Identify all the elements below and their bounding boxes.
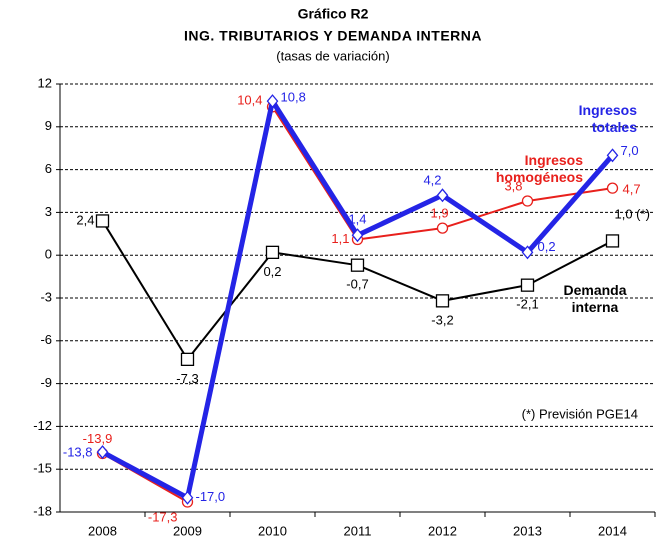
marker: [350, 258, 365, 272]
chart-title: Gráfico R2: [298, 6, 369, 22]
legend-entry: Ingresos totales: [578, 102, 637, 135]
legend-entry: Ingresos homogéneos: [495, 152, 583, 185]
marker: [606, 182, 619, 194]
data-label: -2,1: [516, 297, 538, 312]
y-tick-label: -3: [40, 289, 52, 304]
data-label: -0,7: [346, 277, 368, 292]
marker: [435, 294, 450, 308]
data-label: 4,2: [423, 173, 441, 188]
x-tick-label: 2009: [173, 523, 202, 538]
x-tick-label: 2008: [88, 523, 117, 538]
data-label: 1,0 (*): [615, 206, 650, 221]
data-label: 10,4: [237, 92, 262, 107]
data-label: 10,8: [281, 90, 306, 105]
data-label: 0,2: [263, 264, 281, 279]
data-label: -13,9: [83, 431, 113, 446]
marker: [96, 445, 109, 460]
x-tick-label: 2014: [598, 523, 627, 538]
data-label: 7,0: [621, 143, 639, 158]
y-tick-label: 6: [45, 161, 52, 176]
data-label: 1,9: [431, 206, 449, 221]
x-tick-label: 2010: [258, 523, 287, 538]
data-label: 3,8: [504, 178, 522, 193]
y-tick-label: 12: [38, 75, 52, 90]
data-label: -7,3: [176, 371, 198, 386]
x-tick-label: 2012: [428, 523, 457, 538]
legend-entry: Demanda interna: [563, 282, 627, 315]
data-label: -3,2: [431, 312, 453, 327]
marker: [265, 245, 280, 259]
y-tick-label: 9: [45, 118, 52, 133]
marker: [266, 94, 279, 109]
y-tick-label: -9: [40, 375, 52, 390]
marker: [606, 148, 619, 163]
marker: [436, 188, 449, 203]
y-tick-label: -12: [33, 418, 52, 433]
annotation: (*) Previsión PGE14: [522, 406, 638, 421]
marker: [521, 245, 534, 260]
y-tick-label: -18: [33, 503, 52, 518]
unit-note: (tasas de variación): [276, 48, 389, 63]
marker: [180, 352, 195, 366]
data-label: 1,1: [331, 231, 349, 246]
x-tick-label: 2011: [344, 523, 372, 538]
data-label: -17,0: [196, 489, 226, 504]
data-label: 0,2: [538, 239, 556, 254]
marker: [181, 490, 194, 505]
marker: [520, 278, 535, 292]
y-tick-label: 0: [45, 247, 52, 262]
marker: [436, 222, 449, 234]
data-label: 1,4: [348, 212, 366, 227]
y-tick-label: 3: [45, 204, 52, 219]
marker: [351, 228, 364, 243]
data-label: 2,4: [76, 212, 94, 227]
y-tick-label: -15: [33, 461, 52, 476]
x-tick-label: 2013: [513, 523, 542, 538]
marker: [521, 195, 534, 207]
chart-subtitle: ING. TRIBUTARIOS Y DEMANDA INTERNA: [184, 28, 482, 44]
data-label: -13,8: [63, 445, 93, 460]
marker: [605, 234, 620, 248]
marker: [95, 214, 110, 228]
y-tick-label: -6: [40, 332, 52, 347]
data-label: 4,7: [623, 182, 641, 197]
data-label: -17,3: [148, 509, 178, 524]
